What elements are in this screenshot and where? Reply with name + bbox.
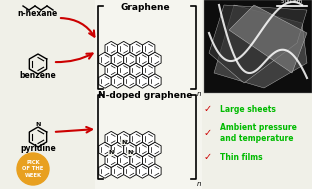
Polygon shape: [130, 131, 142, 146]
Text: N-doped graphene: N-doped graphene: [98, 91, 192, 100]
Text: Thin films: Thin films: [220, 153, 263, 161]
Polygon shape: [124, 74, 136, 88]
Polygon shape: [124, 164, 136, 178]
Polygon shape: [136, 74, 149, 88]
Text: ✓: ✓: [204, 152, 212, 162]
Polygon shape: [111, 142, 124, 157]
Polygon shape: [111, 164, 124, 178]
FancyBboxPatch shape: [204, 0, 312, 93]
Polygon shape: [124, 52, 136, 67]
Polygon shape: [130, 153, 142, 167]
Text: n-hexane: n-hexane: [18, 9, 58, 18]
Text: Graphene: Graphene: [120, 3, 170, 12]
Text: Ambient pressure
and temperature: Ambient pressure and temperature: [220, 123, 297, 143]
Polygon shape: [105, 153, 118, 167]
Polygon shape: [209, 5, 307, 83]
Polygon shape: [118, 131, 130, 146]
Polygon shape: [229, 5, 307, 73]
Polygon shape: [142, 41, 155, 56]
Text: N: N: [35, 122, 41, 126]
Polygon shape: [99, 164, 111, 178]
Text: PICK
OF THE
WEEK: PICK OF THE WEEK: [22, 160, 44, 178]
Polygon shape: [136, 52, 149, 67]
Polygon shape: [105, 41, 118, 56]
Text: N: N: [121, 140, 126, 145]
Text: benzene: benzene: [20, 71, 56, 80]
Polygon shape: [118, 63, 130, 77]
Polygon shape: [118, 153, 130, 167]
Polygon shape: [105, 131, 118, 146]
Text: pyridine: pyridine: [20, 144, 56, 153]
Polygon shape: [214, 5, 307, 88]
Text: ✓: ✓: [204, 104, 212, 114]
Text: 500 nm: 500 nm: [281, 0, 303, 4]
Polygon shape: [149, 164, 161, 178]
Text: n: n: [197, 91, 202, 97]
Circle shape: [17, 153, 49, 185]
Text: ✓: ✓: [204, 128, 212, 138]
Polygon shape: [99, 52, 111, 67]
Polygon shape: [149, 142, 161, 157]
Polygon shape: [130, 41, 142, 56]
Polygon shape: [136, 164, 149, 178]
Text: N: N: [109, 150, 114, 156]
Polygon shape: [99, 142, 111, 157]
FancyBboxPatch shape: [95, 0, 202, 189]
Text: n: n: [197, 181, 202, 187]
Text: N: N: [127, 150, 133, 156]
Polygon shape: [105, 63, 118, 77]
Polygon shape: [142, 131, 155, 146]
Polygon shape: [111, 52, 124, 67]
Polygon shape: [142, 153, 155, 167]
Polygon shape: [111, 74, 124, 88]
Polygon shape: [130, 63, 142, 77]
Polygon shape: [149, 74, 161, 88]
Polygon shape: [124, 142, 136, 157]
Polygon shape: [142, 63, 155, 77]
Text: Large sheets: Large sheets: [220, 105, 276, 114]
Polygon shape: [136, 142, 149, 157]
Polygon shape: [149, 52, 161, 67]
Polygon shape: [118, 41, 130, 56]
Polygon shape: [99, 74, 111, 88]
